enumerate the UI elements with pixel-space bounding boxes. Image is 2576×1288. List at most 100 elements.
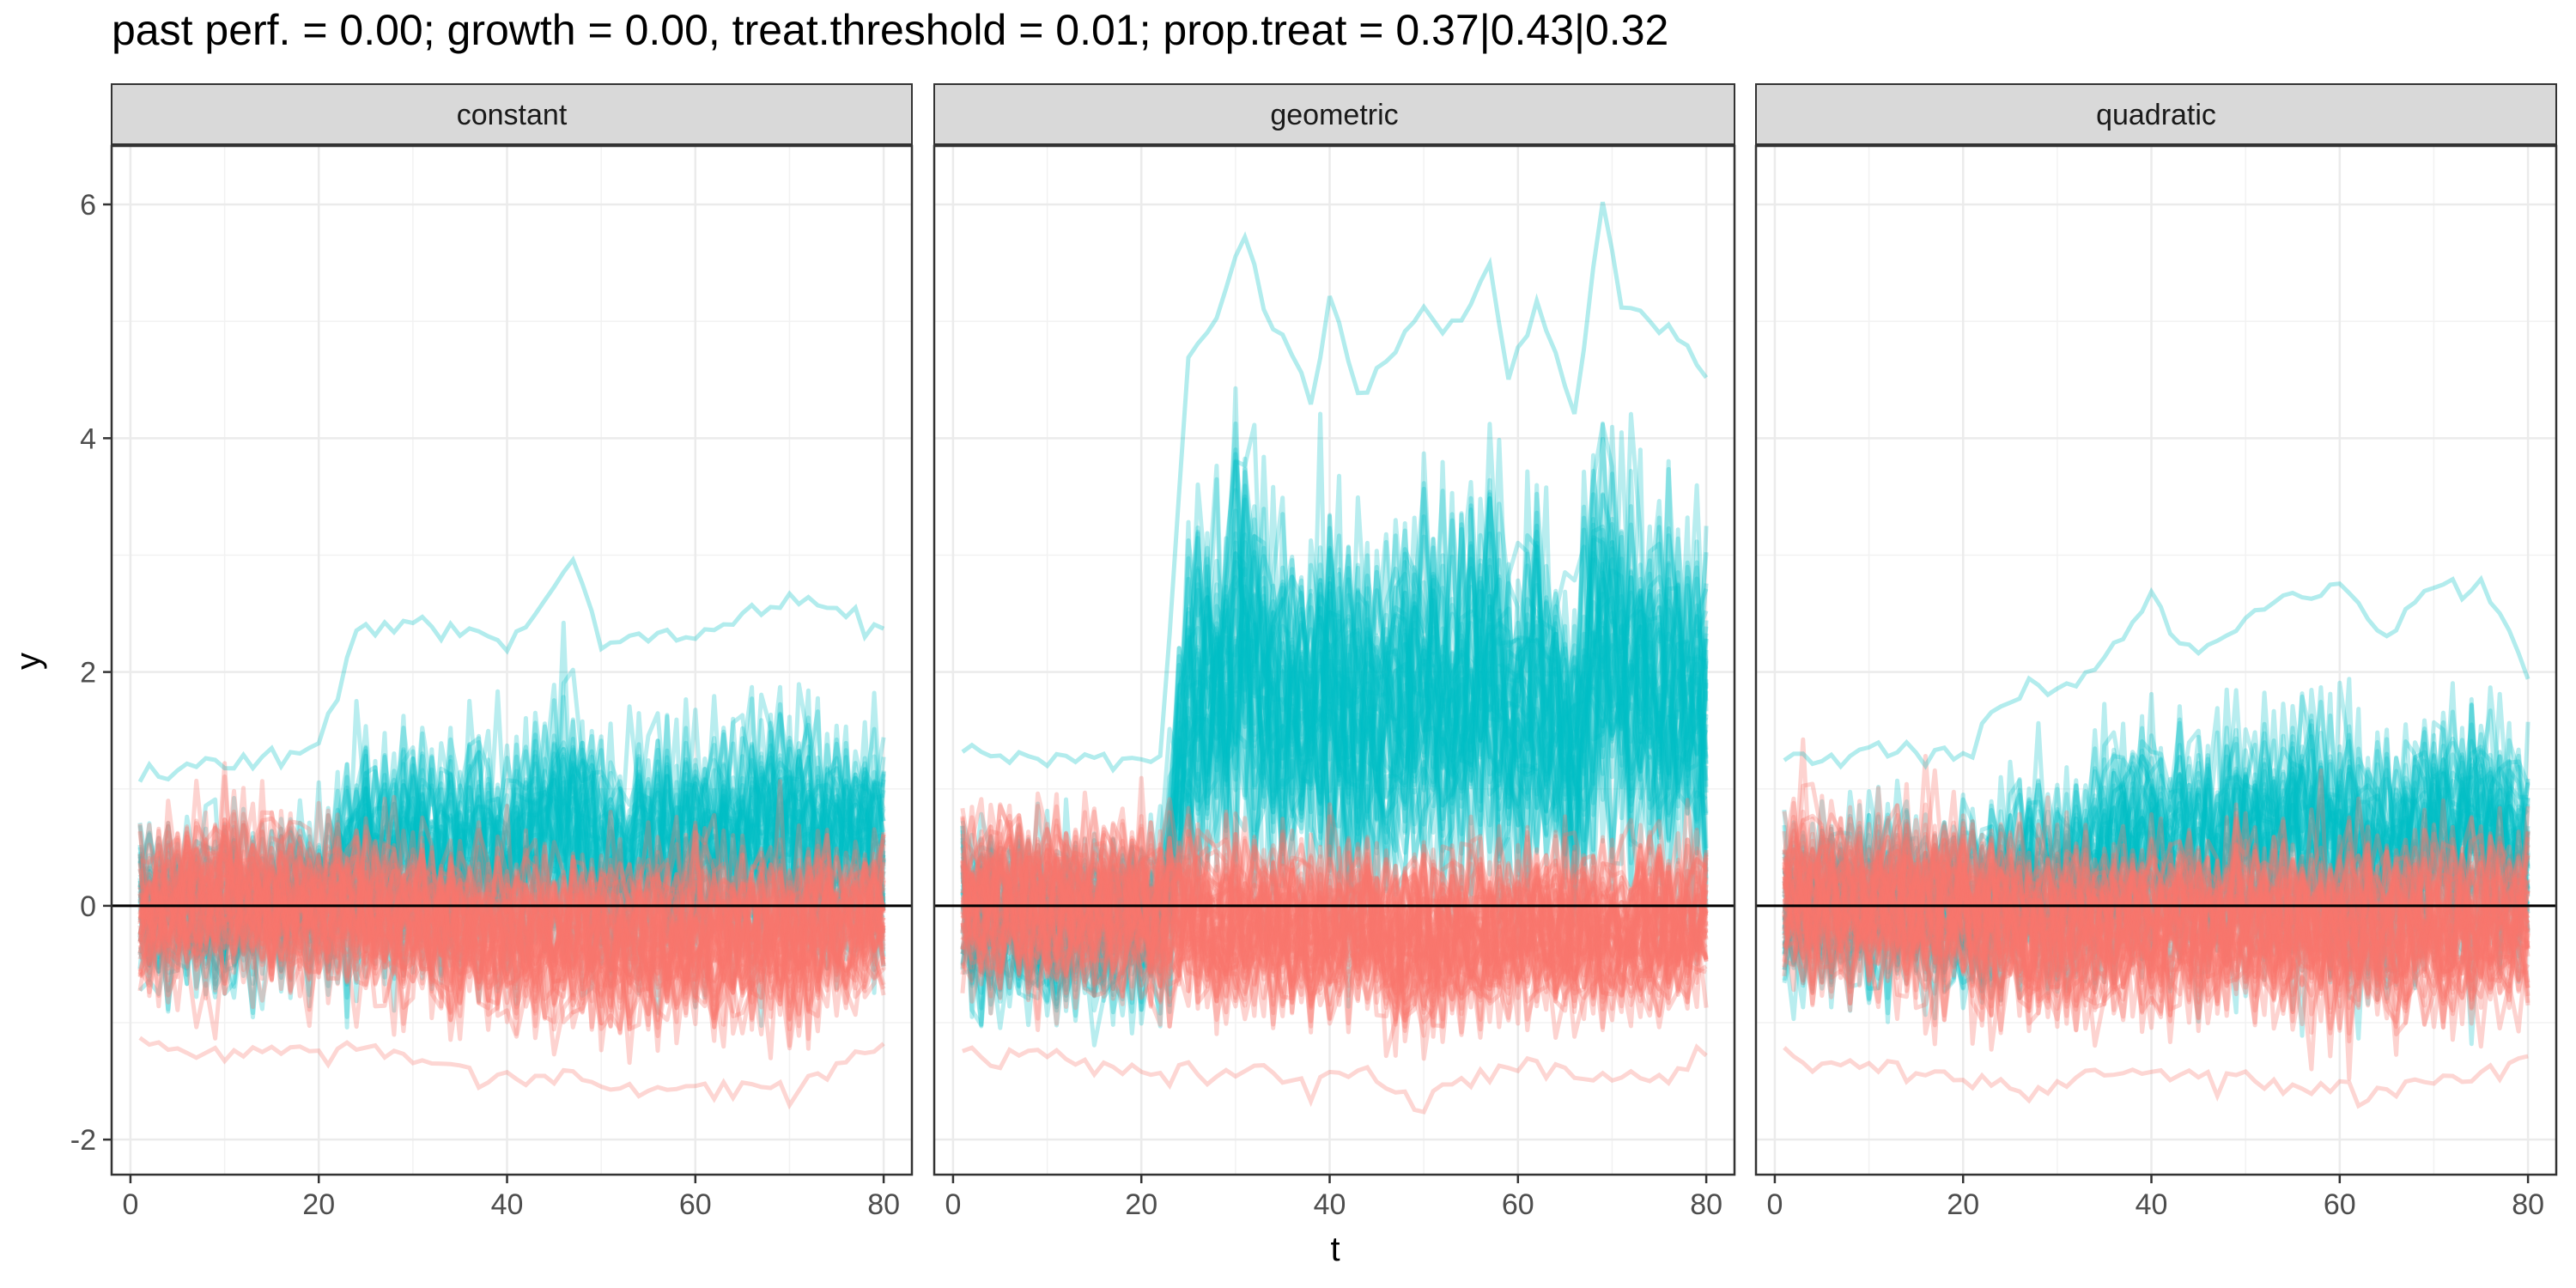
control-series-line — [961, 814, 1709, 1010]
control-series-line — [960, 829, 1709, 1024]
control-series-line — [137, 820, 886, 1005]
control-series-line — [1782, 850, 2529, 1081]
control-series-line — [960, 818, 1709, 1019]
control-series-line — [1783, 810, 2530, 1030]
control-series-line — [960, 805, 1709, 1030]
panel-background — [934, 146, 1735, 1175]
control-series-line — [1783, 816, 2530, 1025]
panel-strip — [111, 83, 913, 145]
control-series-line — [1782, 841, 2530, 1027]
control-series-line — [960, 843, 1708, 1032]
treated-series-line — [1782, 685, 2530, 973]
treated-series-line — [1782, 731, 2530, 993]
treated-series-line — [139, 726, 886, 969]
treated-series-line — [137, 721, 886, 993]
control-series-line — [960, 814, 1709, 1061]
treated-series-line — [138, 702, 886, 985]
control-series-line — [961, 844, 1709, 1044]
treated-series-line — [962, 512, 1709, 981]
treated-series-line — [1782, 704, 2530, 999]
treated-upper-envelope — [1783, 574, 2530, 770]
y-tick-label: 4 — [80, 422, 96, 455]
treated-series-line — [960, 424, 1708, 980]
control-series-line — [960, 817, 1709, 1043]
control-series-line — [138, 801, 885, 1032]
control-series-line — [1782, 830, 2530, 1052]
control-series-line — [137, 800, 886, 1009]
control-series-line — [960, 824, 1709, 1026]
control-series-line — [1782, 818, 2529, 1034]
control-lower-envelope — [962, 1043, 1708, 1115]
control-series-line — [137, 824, 885, 1014]
control-series-line — [137, 823, 886, 1053]
treated-series-line — [960, 447, 1709, 987]
treated-series-line — [1782, 685, 2530, 990]
control-series-line — [1782, 843, 2530, 1072]
control-series-line — [1782, 811, 2529, 1032]
treated-series-line — [1782, 720, 2530, 1005]
control-series-line — [137, 823, 886, 1066]
treated-series-line — [960, 533, 1709, 1013]
treated-series-line — [960, 529, 1709, 1026]
control-series-line — [1782, 829, 2530, 1057]
treated-series-line — [137, 717, 886, 986]
treated-series-line — [1783, 756, 2530, 991]
treated-series-line — [961, 436, 1709, 1011]
treated-series-line — [1783, 751, 2530, 1010]
x-tick-label: 40 — [1314, 1188, 1346, 1221]
control-series-line — [137, 816, 886, 1030]
control-series-line — [138, 824, 886, 1036]
treated-series-line — [1782, 691, 2530, 968]
control-series-line — [1782, 832, 2530, 1018]
control-series-line — [137, 844, 886, 1017]
control-series-line — [1782, 786, 2530, 1023]
treated-series-line — [962, 486, 1709, 993]
panel-border — [110, 144, 914, 1176]
treated-series-line — [960, 422, 1709, 996]
control-series-line — [137, 810, 886, 1049]
treated-series-line — [960, 456, 1709, 983]
x-tick-label: 0 — [945, 1188, 961, 1221]
x-tick-label: 40 — [2136, 1188, 2168, 1221]
control-series-line — [137, 842, 886, 1032]
control-series-line — [960, 829, 1709, 1018]
control-series-line — [137, 850, 885, 1046]
treated-series-line — [1782, 702, 2530, 975]
treated-series-line — [137, 711, 886, 1000]
treated-series-line — [960, 477, 1709, 1005]
treated-upper-envelope — [961, 201, 1709, 774]
treated-series-line — [137, 695, 886, 998]
treated-upper-envelope — [137, 555, 885, 783]
treated-series-line — [960, 503, 1709, 1004]
control-series-line — [1783, 826, 2530, 1044]
control-series-line — [1782, 809, 2530, 1003]
treated-series-line — [1782, 720, 2530, 1002]
control-series-line — [1782, 821, 2530, 990]
treated-series-line — [1783, 691, 2530, 1021]
control-series-line — [960, 797, 1709, 1029]
control-series-line — [960, 802, 1708, 1016]
control-series-line — [137, 829, 884, 1030]
control-series-line — [1782, 831, 2530, 1016]
treated-series-line — [1782, 687, 2529, 1038]
treated-series-line — [1782, 677, 2530, 992]
control-series-line — [137, 774, 886, 1028]
control-series-line — [137, 778, 886, 1005]
control-series-line — [137, 844, 886, 1029]
control-series-line — [1782, 827, 2530, 1025]
treated-series-line — [960, 459, 1709, 1014]
treated-series-line — [1782, 727, 2530, 969]
control-series-line — [138, 823, 886, 1016]
control-series-line — [960, 822, 1709, 1023]
control-series-line — [137, 834, 886, 1030]
treated-series-line — [1782, 772, 2530, 1012]
treated-series-line — [137, 744, 886, 1014]
control-series-line — [1782, 805, 2530, 1012]
treated-series-line — [1782, 681, 2530, 985]
y-tick-label: -2 — [70, 1124, 96, 1157]
control-series-line — [960, 812, 1708, 1018]
control-series-line — [137, 822, 886, 1034]
treated-series-line — [960, 437, 1709, 1013]
treated-series-line — [137, 715, 886, 974]
